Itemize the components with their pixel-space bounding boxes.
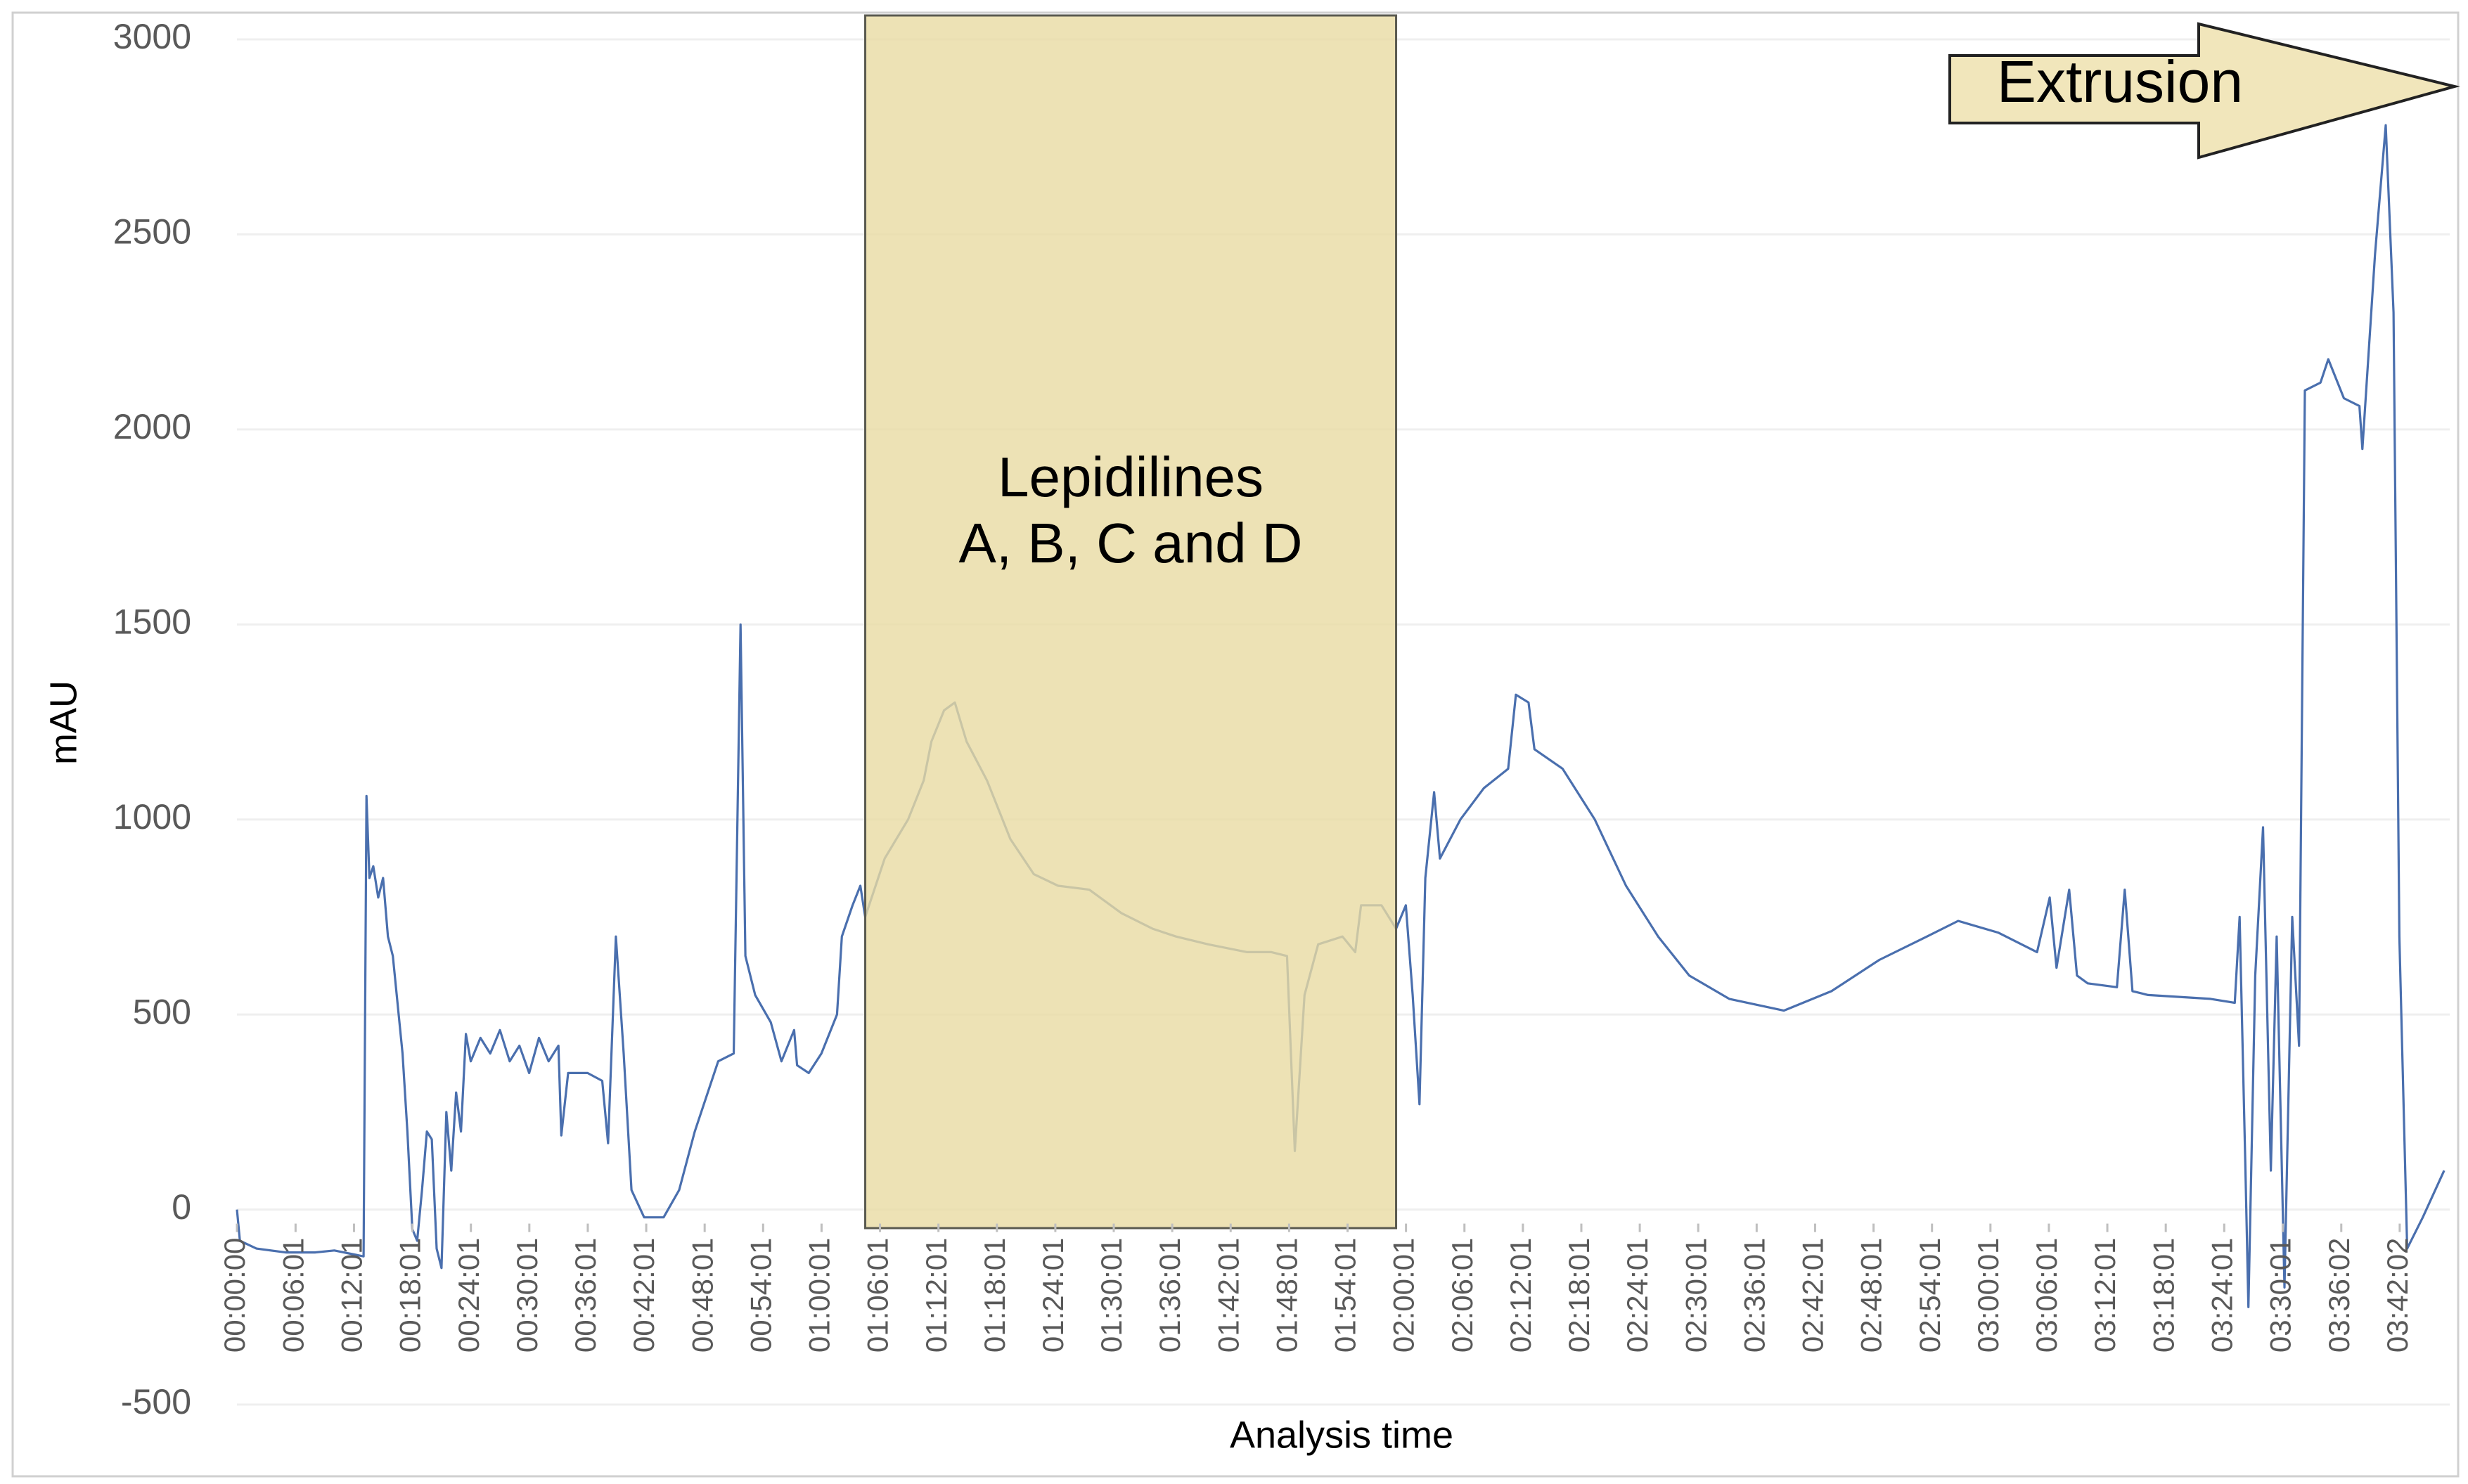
y-tick-label: 3000 (113, 17, 191, 56)
x-tick-label: 03:24:01 (2205, 1238, 2238, 1353)
y-tick-label: 1500 (113, 602, 191, 641)
x-tick-label: 02:42:01 (1797, 1238, 1830, 1353)
x-tick-label: 02:24:01 (1621, 1238, 1654, 1353)
x-tick-label: 01:24:01 (1036, 1238, 1069, 1353)
x-tick-label: 00:06:01 (276, 1238, 309, 1353)
labels: -500 0 500 1000 1500 2000 2500 3000 00:00:00 00:0… (113, 17, 2414, 1421)
x-tick-label: 00:36:01 (569, 1238, 602, 1353)
x-axis-title: Analysis time (1230, 1414, 1453, 1456)
x-tick-label: 00:00:00 (218, 1238, 251, 1353)
x-tick-label: 03:06:01 (2030, 1238, 2063, 1353)
x-tick-label: 01:42:01 (1211, 1238, 1245, 1353)
x-tick-label: 00:54:01 (744, 1238, 777, 1353)
x-tick-label: 01:54:01 (1329, 1238, 1362, 1353)
x-tick-label: 03:42:02 (2381, 1238, 2414, 1353)
x-tick-label: 00:18:01 (394, 1238, 427, 1353)
x-tick-label: 00:42:01 (627, 1238, 660, 1353)
x-tick-label: 01:12:01 (920, 1238, 953, 1353)
x-tick-label: 03:00:01 (1972, 1238, 2005, 1353)
y-tick-label: -500 (121, 1382, 191, 1421)
highlight-label: A, B, C and D (958, 512, 1302, 574)
y-tick-label: 2500 (113, 212, 191, 252)
x-tick-label: 02:06:01 (1446, 1238, 1479, 1353)
x-tick-label: 02:00:01 (1387, 1238, 1420, 1353)
highlight-region (864, 14, 1398, 1230)
y-tick-label: 1000 (113, 797, 191, 837)
y-tick-label: 2000 (113, 407, 191, 446)
x-tick-label: 00:30:01 (510, 1238, 544, 1353)
x-tick-label: 00:24:01 (452, 1238, 485, 1353)
x-tick-label: 00:12:01 (335, 1238, 368, 1353)
x-tick-label: 01:18:01 (978, 1238, 1011, 1353)
x-tick-label: 02:54:01 (1913, 1238, 1946, 1353)
x-tick-label: 02:48:01 (1855, 1238, 1888, 1353)
extrusion-arrow (1948, 22, 2460, 160)
x-tick-label: 03:36:02 (2322, 1238, 2355, 1353)
x-tick-label: 02:12:01 (1504, 1238, 1537, 1353)
x-tick-label: 01:30:01 (1095, 1238, 1128, 1353)
x-tick-label: 03:18:01 (2147, 1238, 2180, 1353)
x-tick-label: 00:48:01 (686, 1238, 719, 1353)
y-tick-label: 500 (133, 992, 191, 1031)
x-tick-label: 01:00:01 (803, 1238, 836, 1353)
x-tick-label: 01:06:01 (861, 1238, 894, 1353)
y-tick-label: 0 (172, 1187, 191, 1227)
x-tick-label: 02:30:01 (1679, 1238, 1712, 1353)
x-tick-label: 02:18:01 (1562, 1238, 1595, 1353)
x-tick-label: 01:36:01 (1153, 1238, 1186, 1353)
highlight-label: Lepidilines (998, 446, 1264, 508)
x-tick-label: 02:36:01 (1737, 1238, 1770, 1353)
arrow-label: Extrusion (1997, 49, 2243, 115)
y-axis-title: mAU (42, 680, 84, 765)
x-tick-label: 03:30:01 (2264, 1238, 2297, 1353)
x-tick-label: 03:12:01 (2088, 1238, 2121, 1353)
x-tick-label: 01:48:01 (1270, 1238, 1303, 1353)
